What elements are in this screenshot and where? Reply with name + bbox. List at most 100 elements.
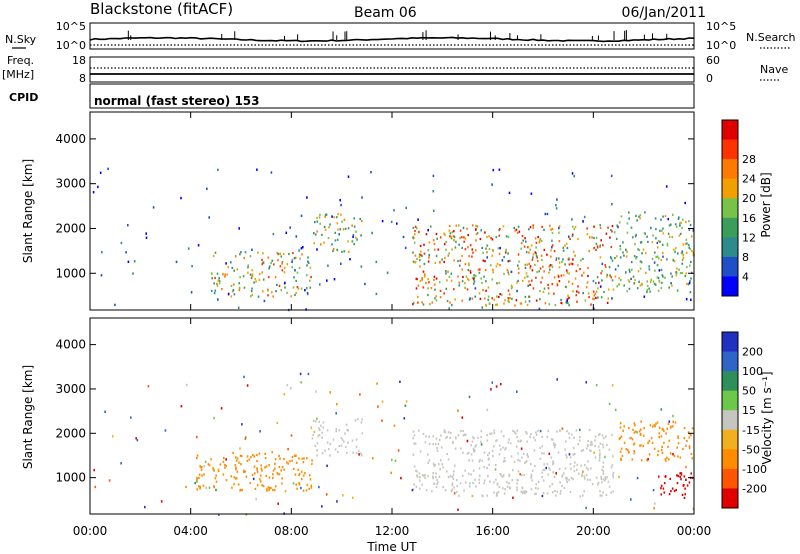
scatter-cell xyxy=(500,430,503,433)
scatter-cell xyxy=(439,296,442,299)
scatter-cell xyxy=(587,444,589,447)
scatter-cell xyxy=(517,271,520,275)
scatter-cell xyxy=(539,457,542,460)
scatter-cell xyxy=(664,475,667,478)
colorbar-swatch xyxy=(722,351,738,372)
scatter-cell xyxy=(417,296,419,299)
scatter-cell xyxy=(482,259,485,262)
scatter-cell xyxy=(686,266,688,269)
scatter-cell xyxy=(683,437,686,440)
scatter-cell xyxy=(360,421,363,424)
scatter-cell xyxy=(340,213,342,216)
scatter-cell xyxy=(272,469,275,472)
scatter-cell xyxy=(461,474,464,477)
scatter-cell xyxy=(471,255,473,258)
scatter-cell xyxy=(593,246,595,250)
scatter-cell xyxy=(440,446,443,449)
scatter-cell xyxy=(663,441,665,444)
scatter-cell xyxy=(650,226,652,230)
scatter-cell xyxy=(292,252,294,255)
scatter-cell xyxy=(633,431,636,434)
scatter-cell xyxy=(647,441,649,444)
scatter-cell xyxy=(451,482,454,485)
scatter-cell xyxy=(534,492,536,496)
scatter-cell xyxy=(486,466,488,469)
scatter-cell xyxy=(120,462,122,465)
scatter-cell xyxy=(516,489,518,492)
scatter-cell xyxy=(456,484,458,488)
scatter-cell xyxy=(324,449,326,452)
scatter-cell xyxy=(577,472,580,475)
scatter-cell xyxy=(316,449,318,452)
scatter-cell xyxy=(468,485,471,488)
scatter-cell xyxy=(514,304,516,307)
scatter-cell xyxy=(227,266,230,269)
scatter-cell xyxy=(278,466,281,469)
scatter-cell xyxy=(197,244,200,247)
scatter-cell xyxy=(233,476,236,479)
scatter-cell xyxy=(562,274,565,277)
range-tick-label: 3000 xyxy=(55,177,86,191)
range-tick-label: 1000 xyxy=(55,471,86,485)
scatter-cell xyxy=(516,429,518,432)
scatter-cell xyxy=(559,429,561,432)
scatter-cell xyxy=(638,248,641,252)
scatter-cell xyxy=(356,238,358,241)
scatter-cell xyxy=(646,288,649,292)
scatter-cell xyxy=(689,223,692,227)
scatter-cell xyxy=(657,450,660,453)
scatter-cell xyxy=(251,473,254,476)
scatter-cell xyxy=(284,281,286,285)
scatter-cell xyxy=(500,382,502,386)
scatter-cell xyxy=(515,299,518,302)
scatter-cell xyxy=(545,466,547,470)
scatter-cell xyxy=(458,284,461,287)
scatter-cell xyxy=(279,457,281,460)
scatter-cell xyxy=(321,233,323,236)
scatter-cell xyxy=(509,442,512,445)
scatter-cell xyxy=(516,445,518,448)
scatter-cell xyxy=(507,235,510,238)
scatter-cell xyxy=(296,487,298,490)
scatter-cell xyxy=(230,284,233,287)
scatter-cell xyxy=(453,239,455,242)
scatter-cell xyxy=(214,251,217,254)
scatter-cell xyxy=(449,235,451,238)
scatter-cell xyxy=(576,300,578,303)
scatter-cell xyxy=(416,227,418,230)
scatter-cell xyxy=(196,435,198,439)
scatter-cell xyxy=(306,274,308,277)
scatter-cell xyxy=(622,251,624,254)
scatter-cell xyxy=(411,488,414,492)
scatter-cell xyxy=(662,251,664,254)
scatter-cell xyxy=(488,302,491,305)
scatter-cell xyxy=(520,439,522,442)
scatter-cell xyxy=(485,280,487,283)
scatter-cell xyxy=(451,488,453,491)
scatter-cell xyxy=(671,284,673,287)
scatter-cell xyxy=(292,467,295,471)
scatter-cell xyxy=(268,476,271,479)
scatter-cell xyxy=(502,225,505,228)
scatter-cell xyxy=(405,400,408,403)
scatter-cell xyxy=(276,251,279,255)
scatter-cell xyxy=(599,256,602,259)
scatter-cell xyxy=(639,241,642,244)
scatter-cell xyxy=(537,429,539,432)
scatter-cell xyxy=(546,212,549,216)
scatter-cell xyxy=(670,272,672,275)
scatter-cell xyxy=(346,452,348,455)
scatter-cell xyxy=(432,462,435,465)
scatter-cell xyxy=(145,232,147,235)
scatter-cell xyxy=(599,285,602,288)
scatter-cell xyxy=(435,295,437,298)
scatter-cell xyxy=(603,290,605,294)
scatter-cell xyxy=(655,237,657,240)
scatter-cell xyxy=(225,458,227,461)
scatter-cell xyxy=(552,461,555,465)
scatter-cell xyxy=(660,268,663,271)
scatter-cell xyxy=(290,295,292,298)
scatter-cell xyxy=(552,442,555,445)
scatter-cell xyxy=(454,246,457,249)
scatter-cell xyxy=(433,248,436,251)
